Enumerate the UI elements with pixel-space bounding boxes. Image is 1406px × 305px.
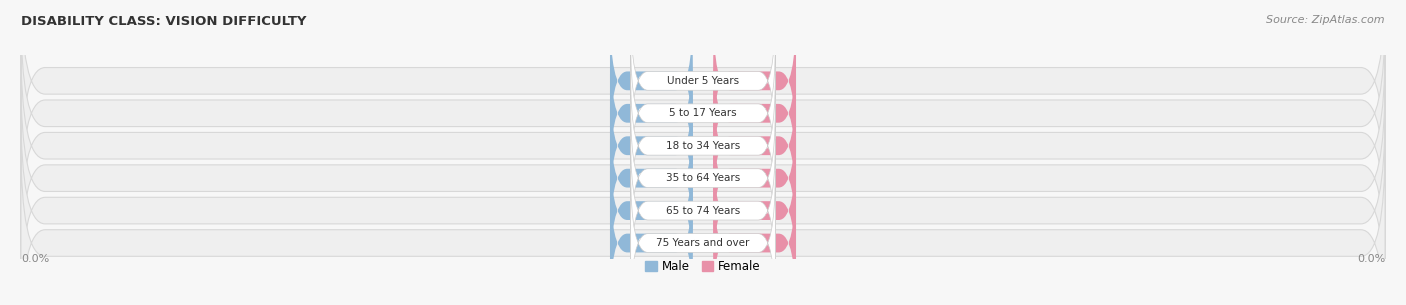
FancyBboxPatch shape xyxy=(610,41,693,185)
Text: 0.0%: 0.0% xyxy=(638,173,665,183)
Text: 65 to 74 Years: 65 to 74 Years xyxy=(666,206,740,216)
Text: Under 5 Years: Under 5 Years xyxy=(666,76,740,86)
FancyBboxPatch shape xyxy=(21,143,1385,305)
Text: 0.0%: 0.0% xyxy=(741,108,768,118)
FancyBboxPatch shape xyxy=(713,41,796,185)
FancyBboxPatch shape xyxy=(713,9,796,152)
FancyBboxPatch shape xyxy=(610,9,693,152)
Text: 18 to 34 Years: 18 to 34 Years xyxy=(666,141,740,151)
FancyBboxPatch shape xyxy=(21,78,1385,278)
FancyBboxPatch shape xyxy=(21,13,1385,213)
FancyBboxPatch shape xyxy=(21,0,1385,181)
Text: 0.0%: 0.0% xyxy=(638,76,665,86)
Text: 0.0%: 0.0% xyxy=(741,238,768,248)
FancyBboxPatch shape xyxy=(610,106,693,250)
Text: 0.0%: 0.0% xyxy=(741,141,768,151)
FancyBboxPatch shape xyxy=(713,74,796,217)
FancyBboxPatch shape xyxy=(713,139,796,282)
FancyBboxPatch shape xyxy=(610,171,693,305)
FancyBboxPatch shape xyxy=(713,106,796,250)
FancyBboxPatch shape xyxy=(21,110,1385,305)
Text: DISABILITY CLASS: VISION DIFFICULTY: DISABILITY CLASS: VISION DIFFICULTY xyxy=(21,15,307,28)
Text: 35 to 64 Years: 35 to 64 Years xyxy=(666,173,740,183)
FancyBboxPatch shape xyxy=(610,74,693,217)
FancyBboxPatch shape xyxy=(631,9,775,152)
Text: 75 Years and over: 75 Years and over xyxy=(657,238,749,248)
Text: 0.0%: 0.0% xyxy=(741,173,768,183)
FancyBboxPatch shape xyxy=(631,106,775,250)
Text: 0.0%: 0.0% xyxy=(21,254,49,264)
Text: 0.0%: 0.0% xyxy=(638,108,665,118)
FancyBboxPatch shape xyxy=(713,171,796,305)
Text: 0.0%: 0.0% xyxy=(741,206,768,216)
Text: Source: ZipAtlas.com: Source: ZipAtlas.com xyxy=(1267,15,1385,25)
Text: 0.0%: 0.0% xyxy=(638,238,665,248)
FancyBboxPatch shape xyxy=(631,74,775,217)
Legend: Male, Female: Male, Female xyxy=(641,255,765,278)
FancyBboxPatch shape xyxy=(631,41,775,185)
Text: 5 to 17 Years: 5 to 17 Years xyxy=(669,108,737,118)
FancyBboxPatch shape xyxy=(631,139,775,282)
FancyBboxPatch shape xyxy=(610,139,693,282)
Text: 0.0%: 0.0% xyxy=(1357,254,1385,264)
FancyBboxPatch shape xyxy=(631,171,775,305)
Text: 0.0%: 0.0% xyxy=(638,141,665,151)
Text: 0.0%: 0.0% xyxy=(741,76,768,86)
FancyBboxPatch shape xyxy=(21,45,1385,246)
Text: 0.0%: 0.0% xyxy=(638,206,665,216)
